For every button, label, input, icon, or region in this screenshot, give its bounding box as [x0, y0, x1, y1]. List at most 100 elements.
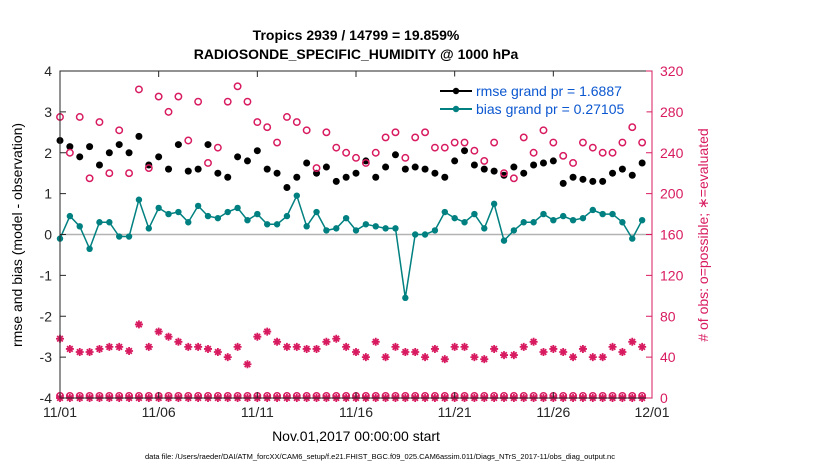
evaluated-count-point — [184, 342, 193, 351]
y-right-tick-label: 240 — [660, 145, 684, 161]
rmse-point — [352, 169, 360, 177]
possible-count-point — [549, 138, 558, 147]
x-tick-label: 11/21 — [438, 404, 472, 420]
rmse-point — [510, 163, 518, 171]
evaluated-count-point — [509, 351, 518, 360]
rmse-point — [470, 161, 478, 169]
bias-point — [86, 245, 93, 253]
bias-point — [490, 200, 498, 208]
bias-point — [382, 225, 389, 232]
bias-point — [599, 210, 606, 218]
evaluated-count-point — [440, 355, 449, 364]
bias-point — [96, 219, 103, 226]
bias-point — [342, 214, 350, 222]
rmse-point — [263, 165, 271, 173]
rmse-point — [204, 141, 212, 149]
bias-series-line — [59, 193, 643, 299]
rmse-point — [362, 157, 370, 165]
possible-count-point — [352, 153, 360, 162]
possible-count-point — [204, 159, 212, 167]
bias-point — [155, 204, 162, 212]
possible-count-point — [500, 169, 508, 178]
bias-point — [412, 231, 419, 238]
rmse-point — [165, 165, 173, 173]
y-right-tick-label: 0 — [660, 390, 668, 406]
evaluated-count-point — [194, 342, 203, 351]
evaluated-count-point — [411, 348, 420, 357]
rmse-point — [322, 163, 330, 171]
evaluated-count-point — [598, 353, 607, 362]
possible-count-point — [253, 118, 262, 127]
y-left-tick-label: -4 — [40, 390, 53, 406]
evaluated-count-point — [578, 344, 587, 353]
bias-point — [303, 223, 310, 230]
bias-point — [372, 223, 379, 230]
y-left-tick-label: 2 — [44, 145, 52, 161]
legend-bias-label: bias grand pr = 0.27105 — [476, 101, 624, 117]
bias-point — [550, 216, 557, 224]
legend-bias-marker — [452, 105, 460, 113]
bias-point — [185, 219, 192, 226]
possible-count-point — [578, 138, 587, 147]
evaluated-count-point — [322, 337, 331, 346]
evaluated-count-point — [243, 360, 252, 369]
x-axis-label: Nov.01,2017 00:00:00 start — [272, 428, 440, 444]
y-right-tick-label: 160 — [660, 227, 684, 243]
bias-point — [165, 210, 172, 218]
evaluated-count-point — [65, 344, 74, 353]
rmse-point — [76, 153, 84, 161]
rmse-point — [86, 143, 94, 151]
rmse-point — [490, 167, 498, 175]
rmse-point — [115, 141, 123, 149]
evaluated-count-point — [361, 353, 370, 362]
rmse-point — [174, 141, 182, 149]
possible-count-point — [115, 126, 124, 135]
possible-count-point — [421, 128, 430, 137]
possible-count-point — [638, 138, 647, 147]
rmse-point — [599, 177, 607, 185]
possible-count-point — [75, 113, 84, 121]
rmse-point — [421, 165, 429, 173]
possible-count-point — [105, 169, 114, 178]
possible-count-point — [342, 148, 351, 157]
evaluated-count-point — [174, 337, 183, 346]
evaluated-count-point — [352, 348, 360, 357]
x-tick-label: 11/11 — [241, 404, 274, 420]
possible-count-point — [490, 138, 499, 147]
bias-point — [135, 196, 143, 203]
possible-count-point — [273, 138, 282, 147]
possible-count-point — [134, 85, 143, 94]
y-right-tick-label: 200 — [660, 186, 684, 202]
chart-title-line1: Tropics 2939 / 14799 = 19.859% — [253, 27, 460, 43]
rmse-point — [391, 151, 399, 159]
bias-point — [579, 214, 587, 222]
bias-point — [125, 233, 133, 240]
bias-point — [76, 223, 83, 230]
x-tick-label: 11/06 — [142, 404, 176, 420]
bias-point — [471, 210, 478, 218]
evaluated-count-point — [263, 327, 272, 336]
bias-point — [629, 235, 636, 242]
possible-count-point — [322, 128, 331, 137]
rmse-point — [293, 173, 301, 181]
bias-point — [264, 221, 271, 228]
bias-point — [569, 216, 577, 224]
rmse-point — [628, 171, 636, 179]
possible-count-point — [460, 138, 469, 147]
y-right-tick-label: 40 — [660, 349, 676, 365]
bias-point — [283, 212, 291, 220]
rmse-point — [411, 163, 419, 171]
x-tick-label: 12/01 — [634, 404, 669, 420]
y-right-tick-label: 80 — [660, 308, 676, 324]
possible-count-point — [480, 156, 489, 165]
possible-count-point — [401, 153, 410, 162]
legend: rmse grand pr = 1.6887 bias grand pr = 0… — [431, 76, 647, 120]
y-left-tick-label: -1 — [40, 267, 53, 283]
possible-count-point — [509, 174, 518, 183]
rmse-point — [451, 157, 459, 165]
rmse-point — [214, 169, 222, 177]
possible-count-point — [292, 118, 301, 127]
rmse-point — [520, 169, 528, 177]
rmse-point — [155, 153, 163, 161]
